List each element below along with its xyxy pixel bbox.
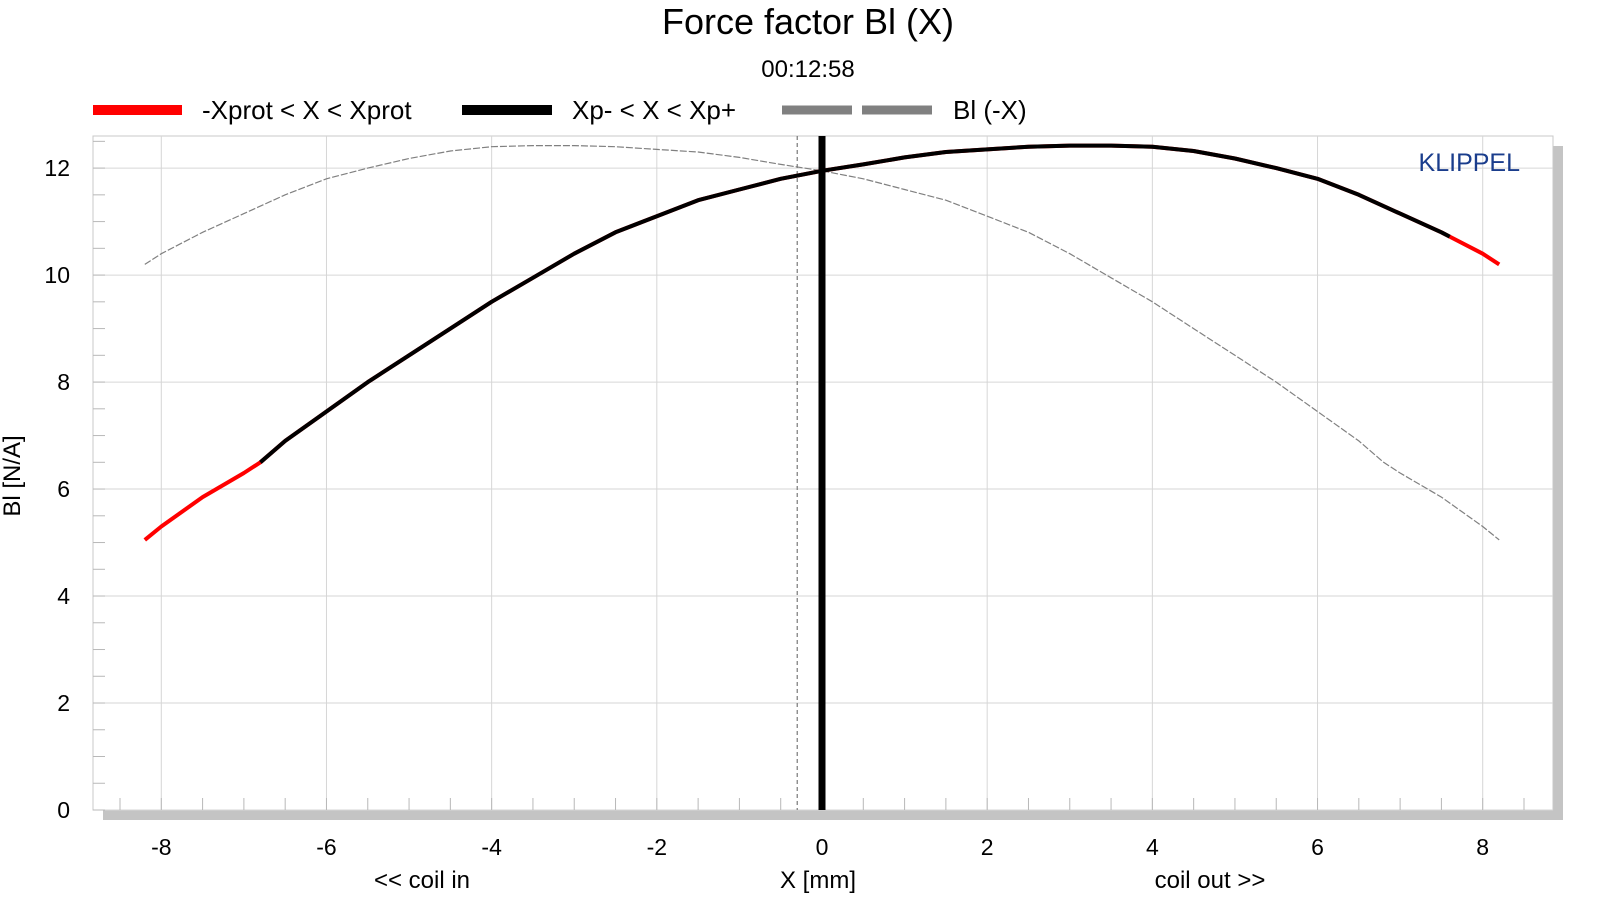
brand-label: KLIPPEL [1419,149,1521,177]
x-tick-label: -4 [481,834,502,860]
chart-subtitle: 00:12:58 [761,56,854,83]
y-tick-labels: 0 2 4 6 8 10 12 [44,155,70,823]
x-tick-label: 4 [1146,834,1159,860]
x-axis-right-note: coil out >> [1155,867,1266,894]
y-axis-label: Bl [N/A] [0,435,26,516]
x-tick-label: -8 [151,834,171,860]
x-tick-label: 6 [1311,834,1324,860]
chart-title: Force factor Bl (X) [662,1,954,42]
curves [143,136,1501,810]
y-tick-label: 4 [57,583,70,609]
y-tick-label: 6 [57,476,70,502]
x-tick-label: -6 [316,834,336,860]
x-tick-label: 0 [816,834,829,860]
y-tick-label: 10 [44,262,70,288]
x-tick-label: -2 [647,834,667,860]
x-tick-label: 2 [981,834,994,860]
series-mirror-curve [144,145,1500,541]
legend-label-mirror: Bl (-X) [953,95,1027,125]
y-tick-label: 2 [57,690,70,716]
legend-label-xprot: -Xprot < X < Xprot [202,95,412,125]
series-xp-curve [259,143,1451,464]
y-tick-label: 0 [57,797,70,823]
x-tick-label: 8 [1476,834,1489,860]
x-tick-labels: -8 -6 -4 -2 0 2 4 6 8 [151,834,1489,860]
x-axis-label: X [mm] [780,867,856,894]
y-tick-label: 8 [57,369,70,395]
y-tick-label: 12 [44,155,70,181]
legend: -Xprot < X < Xprot Xp- < X < Xp+ Bl (-X) [93,95,1027,125]
x-axis-left-note: << coil in [374,867,470,894]
legend-label-xp: Xp- < X < Xp+ [572,95,736,125]
